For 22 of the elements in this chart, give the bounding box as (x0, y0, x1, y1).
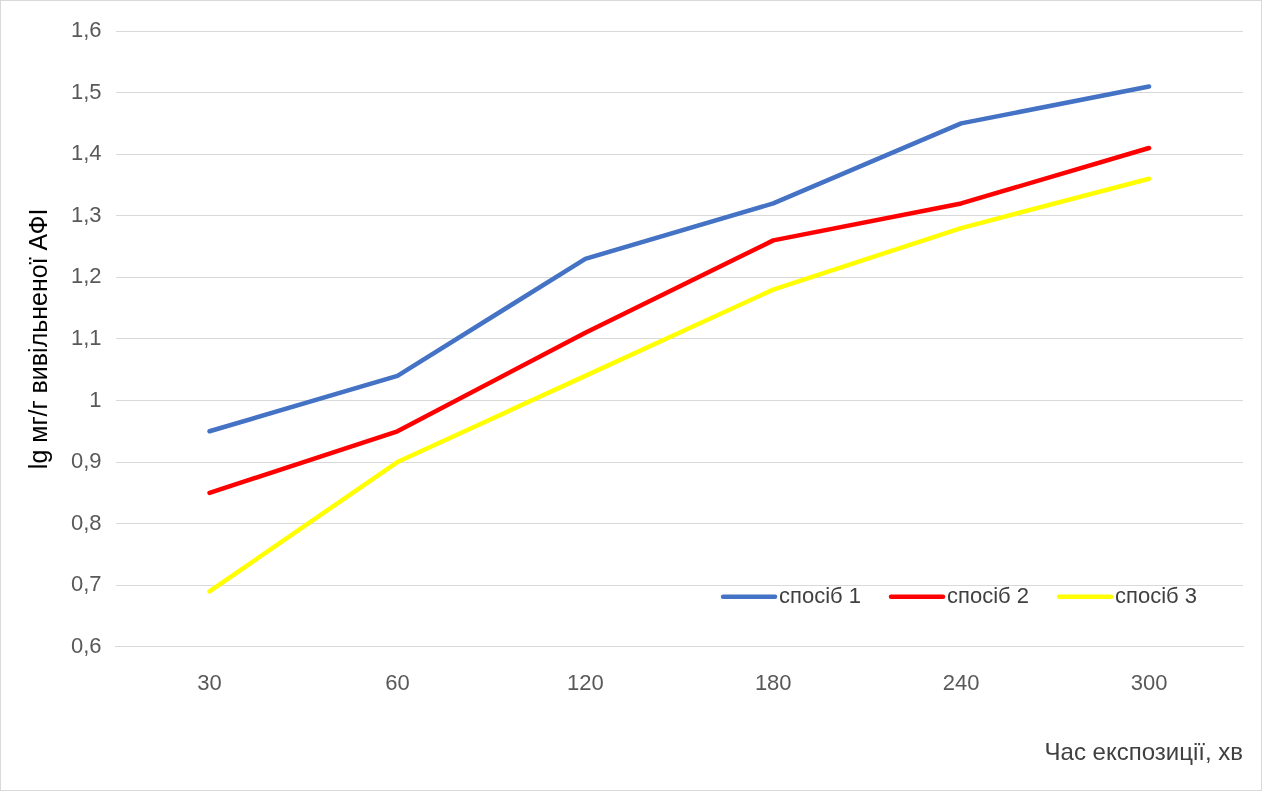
y-tick-label: 1,5 (70, 78, 102, 104)
y-tick-label: 1,4 (70, 140, 102, 166)
y-tick-label: 1,2 (70, 263, 102, 289)
legend-label: спосіб 1 (779, 582, 862, 608)
x-tick-label: 300 (1130, 670, 1168, 696)
y-axis-title: lg мг/г вивільненої АФІ (23, 208, 52, 470)
y-tick-label: 1,1 (70, 324, 102, 350)
y-tick-label: 1,6 (70, 17, 102, 43)
y-tick-label: 0,6 (70, 632, 102, 658)
x-axis-title: Час експозиції, хв (1044, 738, 1243, 766)
y-tick-label: 0,8 (70, 509, 102, 535)
x-tick-label: 240 (942, 670, 980, 696)
y-tick-label: 1 (89, 386, 102, 412)
legend-label: спосіб 3 (1115, 582, 1197, 608)
legend-label: спосіб 2 (947, 582, 1030, 608)
x-tick-label: 30 (197, 670, 222, 696)
x-tick-label: 120 (566, 670, 604, 696)
y-tick-label: 0,7 (70, 571, 102, 597)
x-tick-label: 180 (754, 670, 792, 696)
y-tick-label: 0,9 (70, 448, 102, 474)
x-tick-label: 60 (385, 670, 410, 696)
y-tick-label: 1,3 (70, 201, 102, 227)
